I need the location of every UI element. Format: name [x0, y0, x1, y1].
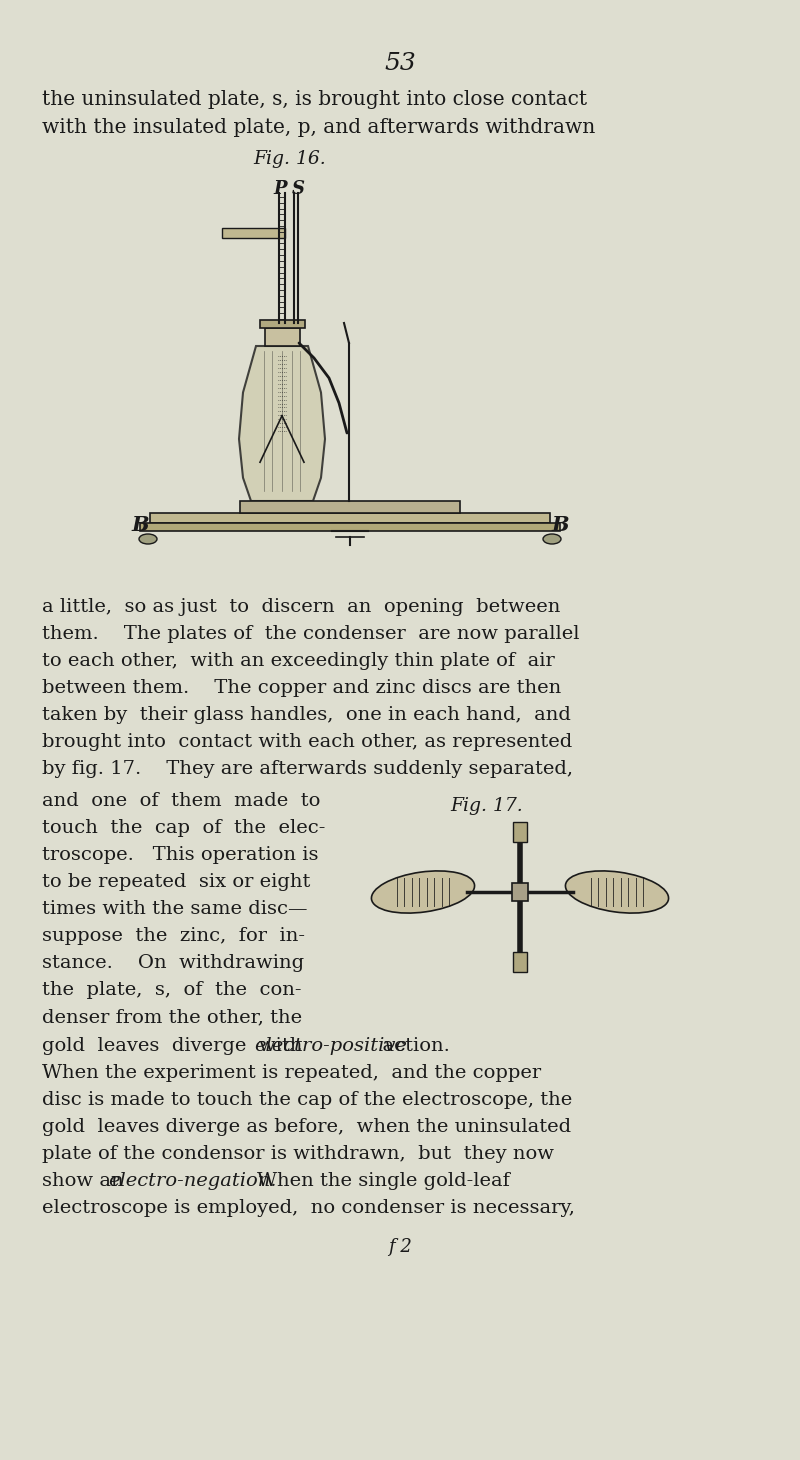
Text: show an: show an	[42, 1172, 136, 1190]
Text: brought into  contact with each other, as represented: brought into contact with each other, as…	[42, 733, 572, 750]
Text: S: S	[291, 180, 305, 199]
Bar	[140, 523, 560, 531]
Text: a little,  so as just  to  discern  an  opening  between: a little, so as just to discern an openi…	[42, 599, 560, 616]
Bar	[512, 883, 528, 901]
Text: them.    The plates of  the condenser  are now parallel: them. The plates of the condenser are no…	[42, 625, 579, 642]
Text: gold  leaves  diverge  with: gold leaves diverge with	[42, 1037, 315, 1056]
Text: action.: action.	[370, 1037, 450, 1056]
Text: electro-positive: electro-positive	[254, 1037, 406, 1056]
Text: plate of the condensor is withdrawn,  but  they now: plate of the condensor is withdrawn, but…	[42, 1145, 554, 1164]
Bar	[222, 228, 285, 238]
Text: Fig. 16.: Fig. 16.	[254, 150, 326, 168]
Text: stance.    On  withdrawing: stance. On withdrawing	[42, 953, 304, 972]
Text: When the experiment is repeated,  and the copper: When the experiment is repeated, and the…	[42, 1064, 541, 1082]
Text: between them.    The copper and zinc discs are then: between them. The copper and zinc discs …	[42, 679, 562, 696]
Text: suppose  the  zinc,  for  in-: suppose the zinc, for in-	[42, 927, 305, 945]
Text: B: B	[131, 515, 149, 534]
Bar	[150, 512, 550, 523]
Text: Fig. 17.: Fig. 17.	[450, 797, 522, 815]
Bar	[240, 501, 460, 512]
Text: P: P	[274, 180, 286, 199]
Bar	[260, 320, 305, 328]
Text: gold  leaves diverge as before,  when the uninsulated: gold leaves diverge as before, when the …	[42, 1118, 571, 1136]
Text: denser from the other, the: denser from the other, the	[42, 1007, 302, 1026]
Ellipse shape	[139, 534, 157, 545]
Text: with the insulated plate, p, and afterwards withdrawn: with the insulated plate, p, and afterwa…	[42, 118, 595, 137]
Text: to each other,  with an exceedingly thin plate of  air: to each other, with an exceedingly thin …	[42, 653, 554, 670]
Ellipse shape	[566, 872, 669, 912]
Text: and  one  of  them  made  to: and one of them made to	[42, 791, 320, 810]
Bar	[513, 822, 527, 842]
Ellipse shape	[543, 534, 561, 545]
Text: electroscope is employed,  no condenser is necessary,: electroscope is employed, no condenser i…	[42, 1199, 575, 1218]
Text: to be repeated  six or eight: to be repeated six or eight	[42, 873, 310, 891]
Text: f 2: f 2	[388, 1238, 412, 1256]
Text: the uninsulated plate, s, is brought into close contact: the uninsulated plate, s, is brought int…	[42, 91, 587, 110]
Text: When the single gold-leaf: When the single gold-leaf	[232, 1172, 510, 1190]
Text: taken by  their glass handles,  one in each hand,  and: taken by their glass handles, one in eac…	[42, 707, 571, 724]
Text: the  plate,  s,  of  the  con-: the plate, s, of the con-	[42, 981, 302, 999]
Text: B: B	[551, 515, 569, 534]
Text: electro-negation.: electro-negation.	[108, 1172, 276, 1190]
Text: touch  the  cap  of  the  elec-: touch the cap of the elec-	[42, 819, 326, 837]
Text: times with the same disc—: times with the same disc—	[42, 899, 307, 918]
Polygon shape	[239, 346, 325, 501]
Bar	[513, 952, 527, 972]
Text: troscope.   This operation is: troscope. This operation is	[42, 845, 318, 864]
Ellipse shape	[371, 872, 474, 912]
Text: 53: 53	[384, 53, 416, 74]
Bar	[265, 328, 300, 346]
Text: disc is made to touch the cap of the electroscope, the: disc is made to touch the cap of the ele…	[42, 1091, 572, 1110]
Text: by fig. 17.    They are afterwards suddenly separated,: by fig. 17. They are afterwards suddenly…	[42, 761, 573, 778]
